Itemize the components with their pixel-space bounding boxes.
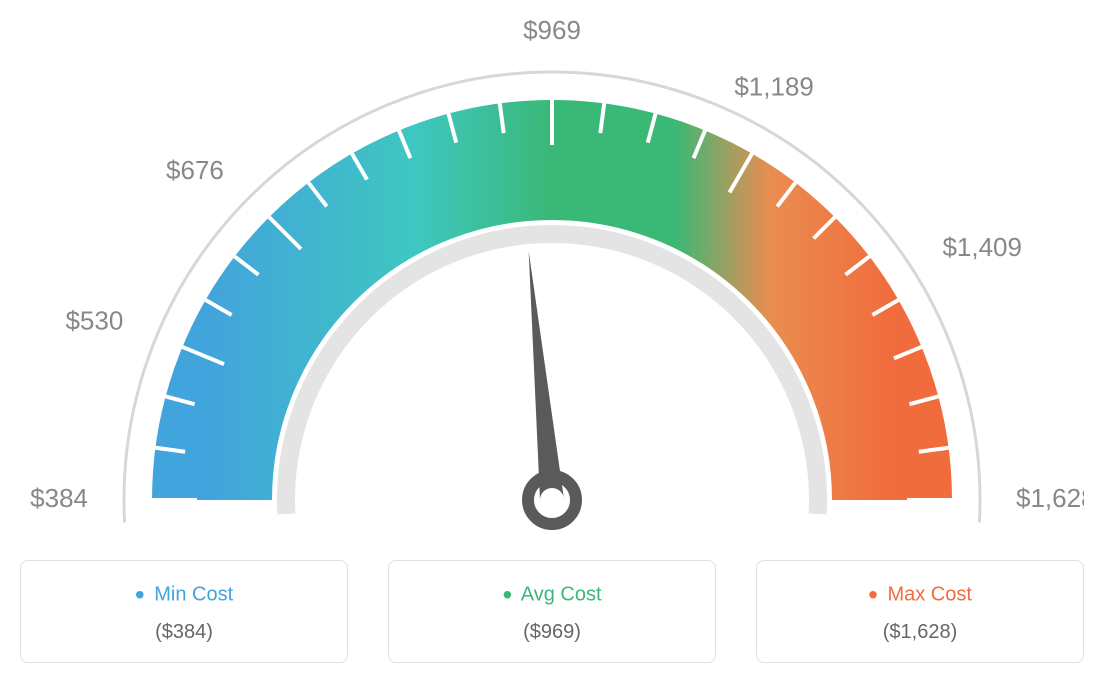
legend-max-cost: • Max Cost ($1,628): [756, 560, 1084, 663]
tick-label: $1,628: [1016, 483, 1084, 513]
legend-value-avg: ($969): [399, 621, 705, 644]
legend-value-max: ($1,628): [767, 621, 1073, 644]
tick-label: $530: [65, 305, 123, 335]
legend-label-min: Min Cost: [154, 583, 233, 605]
legend-dot-max: •: [868, 579, 878, 610]
tick-label: $1,409: [942, 232, 1022, 262]
cost-gauge-chart: $384 $530 $676 $969 $1,189 $1,409 $1,628: [20, 20, 1084, 540]
legend-value-min: ($384): [31, 621, 337, 644]
tick-label: $676: [166, 155, 224, 185]
legend-avg-cost: • Avg Cost ($969): [388, 560, 716, 663]
needle: [529, 251, 564, 501]
legend-row: • Min Cost ($384) • Avg Cost ($969) • Ma…: [20, 560, 1084, 663]
legend-min-cost: • Min Cost ($384): [20, 560, 348, 663]
tick-label: $969: [523, 20, 581, 45]
legend-dot-avg: •: [502, 579, 512, 610]
legend-dot-min: •: [135, 579, 145, 610]
legend-label-avg: Avg Cost: [521, 583, 602, 605]
tick-label: $384: [30, 483, 88, 513]
needle-hub-inner: [540, 488, 564, 512]
tick-label: $1,189: [734, 71, 814, 101]
legend-label-max: Max Cost: [887, 583, 971, 605]
